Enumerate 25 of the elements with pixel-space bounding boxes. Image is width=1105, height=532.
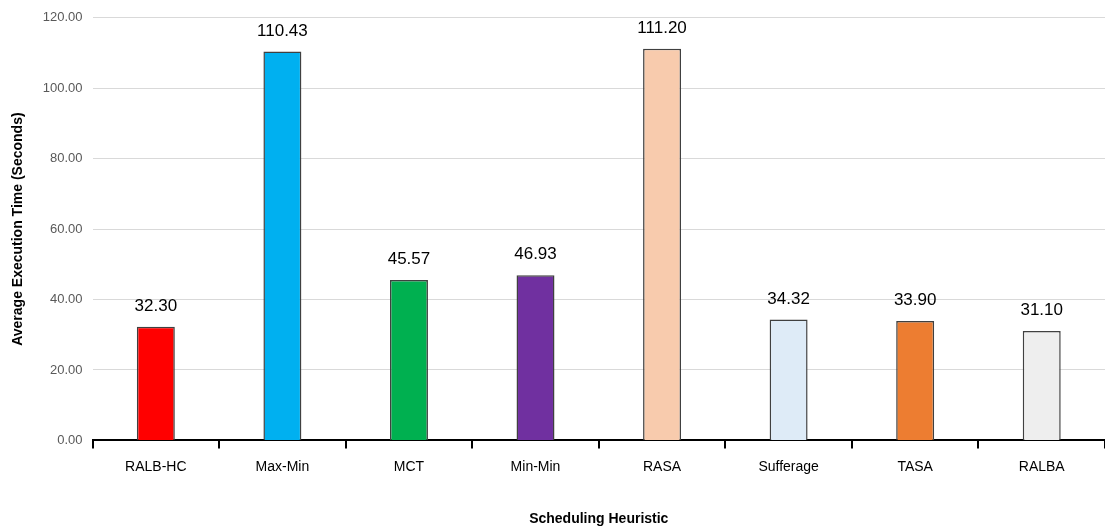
y-tick-label: 120.00 xyxy=(42,9,83,25)
data-label: 34.32 xyxy=(767,288,810,308)
data-label: 32.30 xyxy=(134,295,178,315)
data-label: 111.20 xyxy=(637,17,687,37)
x-tick-label: TASA xyxy=(897,457,934,474)
data-label: 110.43 xyxy=(257,20,308,40)
y-tick-label: 20.00 xyxy=(50,361,83,377)
data-label: 46.93 xyxy=(514,244,557,264)
x-tick-label: RASA xyxy=(643,457,682,474)
x-tick-label: RALBA xyxy=(1018,457,1066,474)
y-tick-label: 0.00 xyxy=(57,431,83,447)
x-tick-label: Min-Min xyxy=(510,457,561,474)
x-tick-label: Sufferage xyxy=(758,457,820,474)
y-tick-label: 100.00 xyxy=(42,79,83,95)
data-label: 33.90 xyxy=(893,290,937,310)
y-tick-label: 40.00 xyxy=(50,291,83,307)
data-label: 45.57 xyxy=(387,249,431,269)
y-axis-title: Average Execution Time (Seconds) xyxy=(9,112,26,346)
data-label: 31.10 xyxy=(1020,300,1063,320)
x-tick-label: Max-Min xyxy=(255,457,310,474)
x-tick-label: RALB-HC xyxy=(125,457,187,474)
y-tick-label: 80.00 xyxy=(50,150,83,166)
y-tick-label: 60.00 xyxy=(50,220,83,236)
x-axis-title: Scheduling Heuristic xyxy=(529,510,669,527)
x-tick-label: MCT xyxy=(393,457,425,474)
